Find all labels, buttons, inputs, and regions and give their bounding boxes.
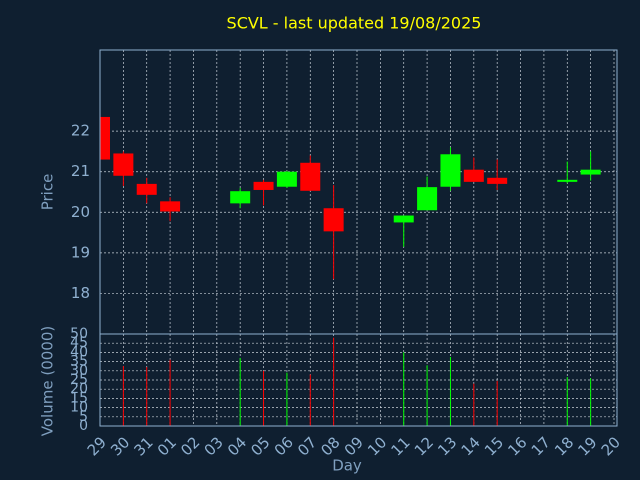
x-tick-label: 02 — [177, 433, 203, 459]
x-tick-label: 05 — [247, 433, 273, 459]
candle-body — [253, 181, 274, 190]
y-tick-label: 22 — [71, 122, 90, 140]
x-axis-label: Day — [332, 457, 362, 475]
y2-tick-label: 30 — [70, 363, 88, 379]
y2-tick-label: 10 — [70, 400, 88, 416]
y-tick-label: 20 — [71, 203, 90, 221]
x-tick-label: 13 — [434, 433, 460, 459]
candle-body — [393, 215, 414, 223]
x-tick-label: 03 — [201, 433, 227, 459]
candle-body — [580, 169, 601, 175]
x-tick-label: 19 — [574, 433, 600, 459]
candle-body — [463, 169, 484, 182]
y2-axis-label: Volume (0000) — [39, 326, 57, 436]
y-tick-label: 19 — [71, 243, 90, 261]
y2-tick-label: 25 — [70, 372, 88, 388]
x-tick-label: 06 — [271, 433, 297, 459]
y2-tick-label: 45 — [70, 335, 88, 351]
y2-tick-label: 35 — [70, 354, 88, 370]
x-tick-label: 01 — [154, 433, 180, 459]
candle-body — [160, 201, 181, 212]
candle-body — [100, 116, 110, 160]
price-frame — [99, 49, 618, 335]
x-tick-label: 31 — [131, 433, 157, 459]
candle-body — [417, 187, 438, 211]
x-tick-label: 14 — [458, 433, 484, 459]
y2-tick-label: 50 — [70, 326, 88, 342]
volume-frame — [99, 333, 618, 427]
y2-tick-label: 15 — [70, 390, 88, 406]
x-tick-label: 15 — [481, 433, 507, 459]
candle-body — [300, 162, 321, 191]
y-axis-label: Price — [39, 174, 57, 211]
x-tick-label: 11 — [388, 433, 414, 459]
candle-body — [487, 177, 508, 184]
y-tick-label: 18 — [71, 284, 90, 302]
x-tick-label: 12 — [411, 433, 437, 459]
x-tick-label: 17 — [528, 433, 554, 459]
y2-tick-label: 5 — [79, 409, 88, 425]
chart-title: SCVL - last updated 19/08/2025 — [227, 14, 482, 33]
grid — [99, 50, 617, 427]
x-tick-label: 20 — [598, 433, 624, 459]
candle-body — [440, 154, 461, 187]
y2-tick-label: 20 — [70, 381, 88, 397]
x-tick-label: 10 — [364, 433, 390, 459]
candle-body — [230, 191, 251, 204]
x-tick-label: 18 — [551, 433, 577, 459]
x-tick-label: 07 — [294, 433, 320, 459]
candle-body — [557, 179, 578, 182]
plot-area — [100, 114, 601, 426]
candle-body — [323, 208, 344, 232]
labels: 1819202122051015202530354045502930310102… — [70, 122, 624, 460]
candle-body — [276, 171, 297, 187]
candle-body — [136, 183, 157, 195]
y2-tick-label: 0 — [79, 418, 88, 434]
x-tick-label: 04 — [224, 433, 250, 459]
y-tick-label: 21 — [71, 162, 90, 180]
x-tick-label: 30 — [107, 433, 133, 459]
y2-tick-label: 40 — [70, 344, 88, 360]
candle-body — [113, 153, 134, 176]
x-tick-label: 16 — [504, 433, 530, 459]
x-tick-label: 29 — [84, 433, 110, 459]
